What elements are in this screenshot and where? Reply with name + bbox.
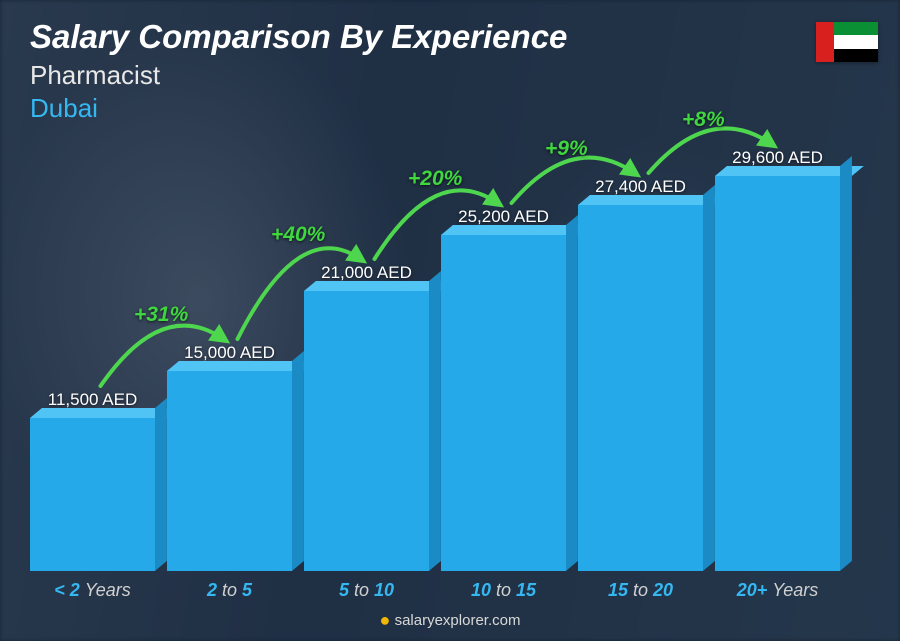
bar — [715, 176, 840, 571]
footer-text: salaryexplorer.com — [395, 612, 521, 629]
bar-chart: 11,500 AED 15,000 AED 21,000 AED 25,200 AED… — [30, 91, 840, 571]
bar-side-face — [292, 351, 304, 571]
footer-dot-icon: ● — [380, 610, 391, 630]
category-label: 5 to 10 — [304, 580, 429, 601]
bar-value-label: 21,000 AED — [321, 263, 412, 283]
bar-group: 27,400 AED — [578, 177, 703, 571]
category-label: 20+ Years — [715, 580, 840, 601]
bar — [441, 235, 566, 571]
bar — [167, 371, 292, 571]
bar — [304, 291, 429, 571]
bar-front-face — [578, 205, 703, 571]
content-container: Salary Comparison By Experience Pharmaci… — [0, 0, 900, 641]
pct-increase-label: +9% — [545, 137, 588, 161]
category-label: 15 to 20 — [578, 580, 703, 601]
bar-front-face — [167, 371, 292, 571]
footer-attribution: ● salaryexplorer.com — [0, 610, 900, 631]
bar-front-face — [304, 291, 429, 571]
bar-group: 25,200 AED — [441, 207, 566, 571]
bar — [30, 418, 155, 571]
flag-bar-red — [816, 22, 834, 62]
pct-increase-label: +40% — [271, 223, 325, 247]
bar-side-face — [429, 271, 441, 571]
bar-value-label: 15,000 AED — [184, 343, 275, 363]
bar-group: 21,000 AED — [304, 263, 429, 571]
bar-side-face — [566, 215, 578, 571]
bar-value-label: 25,200 AED — [458, 207, 549, 227]
bar-value-label: 29,600 AED — [732, 148, 823, 168]
page-title: Salary Comparison By Experience — [30, 18, 567, 56]
pct-increase-label: +31% — [134, 303, 188, 327]
category-label: 2 to 5 — [167, 580, 292, 601]
bar-value-label: 27,400 AED — [595, 177, 686, 197]
bar-side-face — [703, 185, 715, 571]
category-labels-row: < 2 Years 2 to 5 5 to 10 10 to 15 15 to 20 20… — [30, 580, 840, 601]
pct-increase-label: +20% — [408, 167, 462, 191]
bar — [578, 205, 703, 571]
bar-front-face — [30, 418, 155, 571]
bar-side-face — [155, 398, 167, 571]
category-label: < 2 Years — [30, 580, 155, 601]
bar-front-face — [715, 176, 840, 571]
subtitle-profession: Pharmacist — [30, 60, 567, 91]
pct-increase-label: +8% — [682, 108, 725, 132]
bar-side-face — [840, 156, 852, 571]
uae-flag-icon — [816, 22, 878, 62]
category-label: 10 to 15 — [441, 580, 566, 601]
bar-front-face — [441, 235, 566, 571]
bar-group: 11,500 AED — [30, 390, 155, 571]
bar-group: 15,000 AED — [167, 343, 292, 571]
bar-group: 29,600 AED — [715, 148, 840, 571]
bar-value-label: 11,500 AED — [48, 390, 137, 410]
